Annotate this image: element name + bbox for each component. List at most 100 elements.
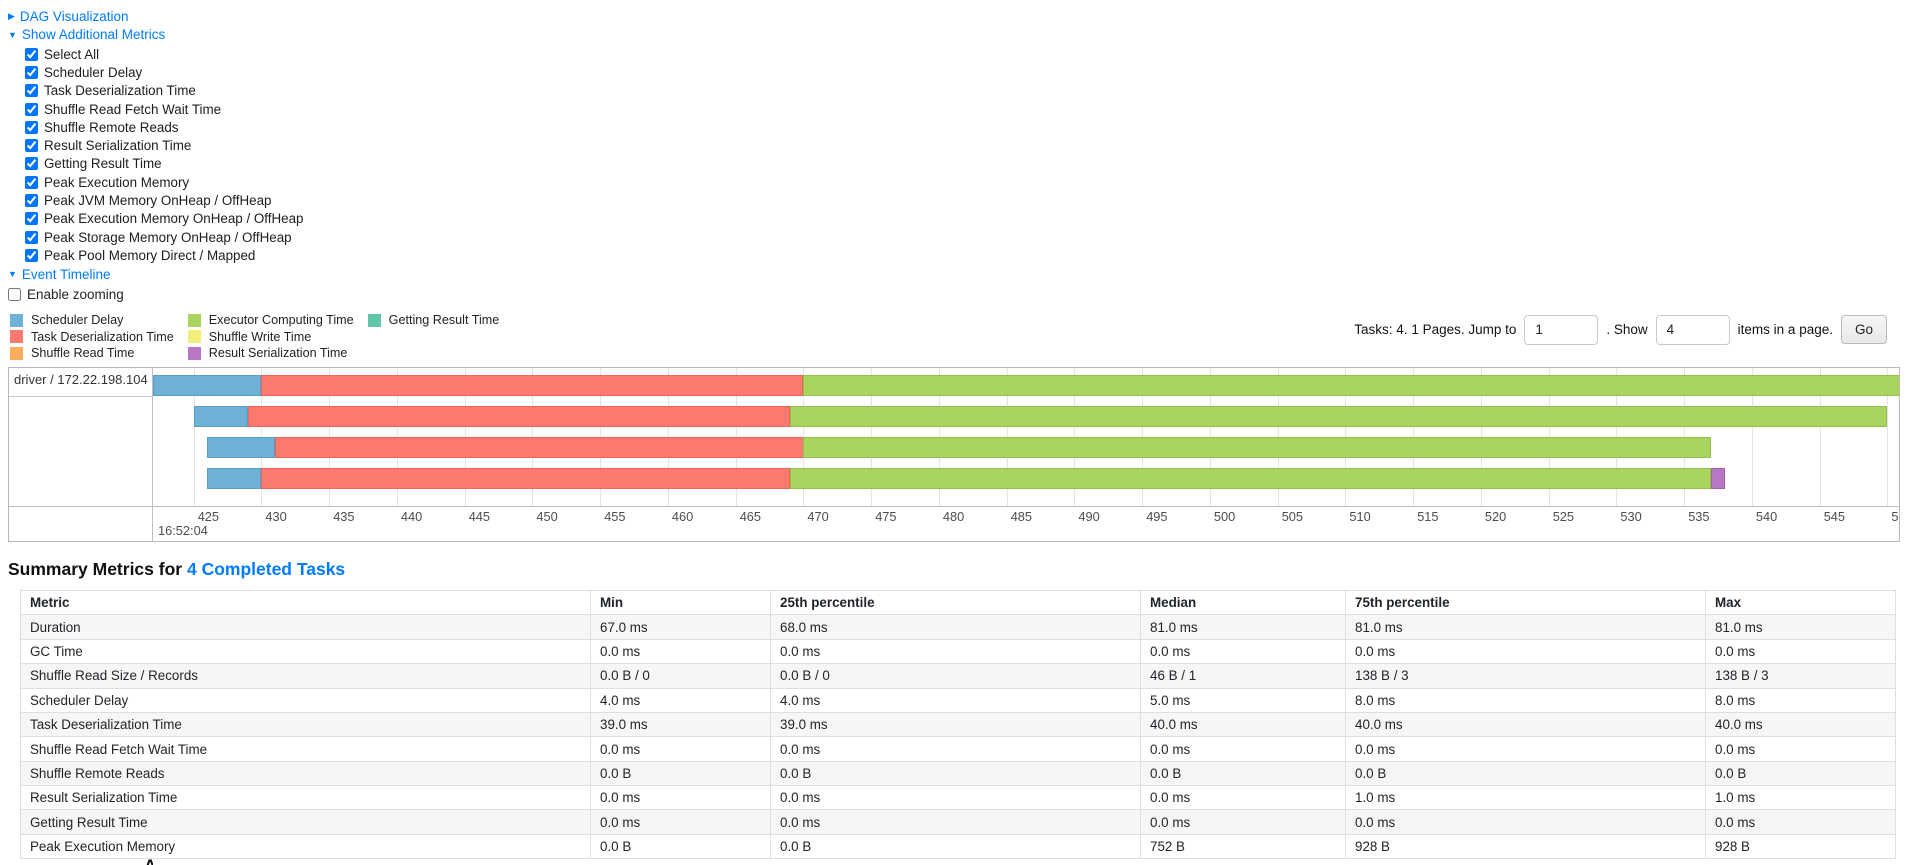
legend-item-shuffle_read_time: Shuffle Read Time: [10, 346, 174, 362]
metric-value-cell: 81.0 ms: [1140, 614, 1346, 640]
checkbox-label-scheduler-delay[interactable]: Scheduler Delay: [44, 64, 143, 80]
task-bar-segment-result_serialization_time[interactable]: [1711, 468, 1725, 490]
axis-tick-label-540: 540: [1755, 509, 1778, 525]
checkbox-label-result-serialization-time[interactable]: Result Serialization Time: [44, 138, 192, 154]
task-bar-segment-scheduler_delay[interactable]: [153, 375, 262, 397]
task-bar-segment-executor_computing_time[interactable]: [789, 406, 1888, 428]
table-row: Getting Result Time 0.0 ms 0.0 ms 0.0 ms 0.0…: [20, 809, 1896, 835]
event-timeline-chart: driver / 172.22.198.104 425 430 435 440 445 4…: [8, 367, 1900, 543]
metric-value-cell: 0.0 B: [770, 760, 1141, 787]
checkbox-shuffle-remote-reads[interactable]: [25, 120, 38, 134]
metric-checkbox-row-scheduler-delay: Scheduler Delay: [25, 63, 1899, 81]
cutoff-content-fragment: A: [144, 856, 153, 865]
metric-value-cell: 81.0 ms: [1705, 614, 1896, 640]
checkbox-label-task-deserialization-time[interactable]: Task Deserialization Time: [44, 83, 196, 99]
checkbox-peak-execution-memory[interactable]: [25, 175, 38, 189]
metric-value-cell: 0.0 B / 0: [590, 663, 771, 689]
legend-swatch-shuffle_read_time-icon: [10, 346, 23, 360]
metric-value-cell: 8.0 ms: [1705, 687, 1896, 713]
table-row: Scheduler Delay 4.0 ms 4.0 ms 5.0 ms 8.0 ms 8…: [20, 687, 1896, 713]
checkbox-label-peak-jvm-memory-onheap-offheap[interactable]: Peak JVM Memory OnHeap / OffHeap: [44, 193, 272, 209]
enable-zooming-checkbox[interactable]: [8, 287, 21, 301]
checkbox-label-peak-execution-memory[interactable]: Peak Execution Memory: [44, 174, 190, 190]
legend-label-shuffle_read_time: Shuffle Read Time: [31, 346, 135, 361]
show-additional-metrics-label: Show Additional Metrics: [21, 27, 166, 42]
event-timeline-toggle[interactable]: ▼ Event Timeline: [8, 267, 1899, 282]
checkbox-label-select-all[interactable]: Select All: [44, 46, 100, 62]
task-bar-segment-task_deserialization_time[interactable]: [261, 375, 804, 397]
task-bar-segment-task_deserialization_time[interactable]: [247, 406, 790, 428]
table-row: Shuffle Read Size / Records 0.0 B / 0 0.0 …: [20, 663, 1896, 689]
metric-value-cell: 752 B: [1140, 833, 1346, 860]
go-button[interactable]: Go: [1840, 315, 1887, 345]
task-bar-segment-scheduler_delay[interactable]: [207, 437, 275, 459]
metric-value-cell: 40.0 ms: [1140, 711, 1346, 738]
checkbox-result-serialization-time[interactable]: [25, 139, 38, 153]
dag-visualization-toggle[interactable]: ▶ DAG Visualization: [8, 9, 1899, 24]
task-bar-segment-executor_computing_time[interactable]: [803, 375, 1899, 397]
checkbox-task-deserialization-time[interactable]: [25, 84, 38, 98]
checkbox-label-peak-pool-memory-direct-mapped[interactable]: Peak Pool Memory Direct / Mapped: [44, 247, 256, 263]
axis-tick-label-430: 430: [265, 509, 287, 525]
legend-label-shuffle_write_time: Shuffle Write Time: [208, 329, 312, 344]
metric-name-cell: Task Deserialization Time: [20, 711, 591, 738]
completed-tasks-link[interactable]: 4 Completed Tasks: [186, 559, 346, 580]
task-bar-segment-task_deserialization_time[interactable]: [275, 437, 804, 459]
checkbox-peak-jvm-memory-onheap-offheap[interactable]: [25, 194, 38, 208]
metric-value-cell: 0.0 B: [1345, 760, 1706, 787]
metric-name-cell: Peak Execution Memory: [20, 833, 591, 860]
legend-swatch-shuffle_write_time-icon: [187, 330, 201, 344]
checkbox-scheduler-delay[interactable]: [25, 65, 38, 79]
legend-label-task_deserialization_time: Task Deserialization Time: [31, 329, 174, 344]
table-row: Shuffle Read Fetch Wait Time 0.0 ms 0.0 ms…: [20, 736, 1896, 762]
checkbox-select-all[interactable]: [25, 47, 38, 61]
metric-value-cell: 5.0 ms: [1140, 687, 1346, 713]
pagination-show-text: . Show: [1606, 322, 1648, 338]
checkbox-label-peak-storage-memory-onheap-offheap[interactable]: Peak Storage Memory OnHeap / OffHeap: [44, 229, 292, 245]
metric-value-cell: 0.0 ms: [1345, 809, 1706, 835]
gridline-545: [1819, 368, 1821, 507]
metric-name-cell: Getting Result Time: [20, 809, 591, 835]
checkbox-peak-execution-memory-onheap-offheap[interactable]: [25, 212, 38, 226]
checkbox-label-shuffle-read-fetch-wait-time[interactable]: Shuffle Read Fetch Wait Time: [44, 101, 222, 117]
enable-zooming-label[interactable]: Enable zooming: [27, 286, 124, 302]
task-bar-segment-task_deserialization_time[interactable]: [261, 468, 790, 490]
checkbox-shuffle-read-fetch-wait-time[interactable]: [25, 102, 38, 116]
metric-checkbox-row-result-serialization-time: Result Serialization Time: [25, 136, 1899, 154]
metric-value-cell: 138 B / 3: [1345, 663, 1706, 689]
axis-tick-label-530: 530: [1620, 509, 1642, 525]
checkbox-getting-result-time[interactable]: [25, 157, 38, 171]
show-additional-metrics-toggle[interactable]: ▼ Show Additional Metrics: [8, 27, 1899, 42]
task-bar-segment-executor_computing_time[interactable]: [803, 437, 1712, 459]
column-header-metric: Metric: [20, 590, 591, 616]
task-bar-segment-scheduler_delay[interactable]: [193, 406, 248, 428]
checkbox-peak-storage-memory-onheap-offheap[interactable]: [25, 230, 38, 244]
x-axis-line: [9, 506, 1899, 508]
task-bar-segment-executor_computing_time[interactable]: [789, 468, 1712, 490]
checkbox-label-shuffle-remote-reads[interactable]: Shuffle Remote Reads: [44, 119, 179, 135]
metric-name-cell: Scheduler Delay: [20, 687, 591, 713]
event-timeline-label: Event Timeline: [21, 266, 111, 282]
task-bar-segment-scheduler_delay[interactable]: [207, 468, 262, 490]
jump-to-page-input[interactable]: [1524, 314, 1599, 345]
axis-tick-label-500: 500: [1213, 509, 1236, 525]
items-per-page-input[interactable]: [1655, 314, 1730, 345]
timeline-header: Scheduler Delay Task Deserialization Time…: [10, 313, 1887, 362]
metric-value-cell: 0.0 ms: [770, 638, 1141, 665]
metric-checkbox-row-peak-execution-memory-onheap-offheap: Peak Execution Memory OnHeap / OffHeap: [25, 210, 1899, 228]
axis-tick-label-455: 455: [604, 509, 626, 525]
metric-value-cell: 0.0 ms: [1140, 809, 1346, 835]
metric-value-cell: 0.0 ms: [1140, 736, 1346, 762]
checkbox-peak-pool-memory-direct-mapped[interactable]: [25, 248, 38, 262]
metric-value-cell: 1.0 ms: [1345, 785, 1706, 811]
metric-value-cell: 0.0 B: [770, 833, 1141, 860]
checkbox-label-peak-execution-memory-onheap-offheap[interactable]: Peak Execution Memory OnHeap / OffHeap: [44, 211, 304, 227]
metric-name-cell: Shuffle Read Fetch Wait Time: [20, 736, 591, 762]
metric-value-cell: 0.0 ms: [590, 638, 771, 665]
summary-metrics-table: Metric Min 25th percentile Median 75th perce…: [20, 590, 1896, 860]
checkbox-label-getting-result-time[interactable]: Getting Result Time: [44, 156, 162, 172]
enable-zooming-row: Enable zooming: [8, 285, 1899, 304]
metric-value-cell: 8.0 ms: [1345, 687, 1706, 713]
metric-value-cell: 0.0 ms: [590, 809, 771, 835]
axis-tick-label-480: 480: [942, 509, 965, 525]
